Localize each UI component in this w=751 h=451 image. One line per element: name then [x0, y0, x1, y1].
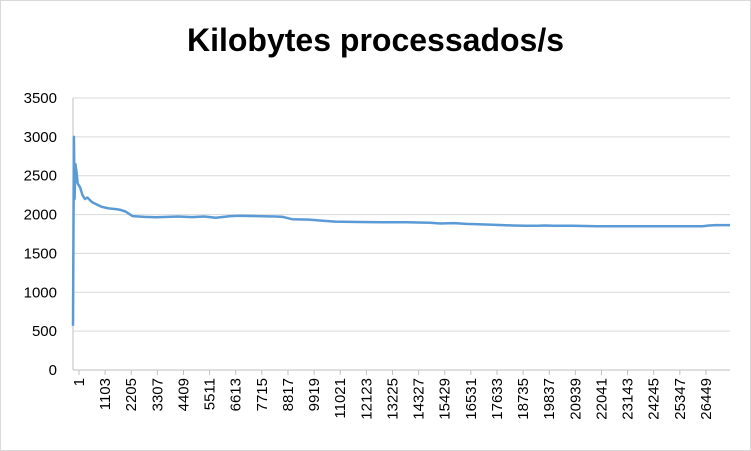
x-tick-label-3307: 3307	[149, 378, 166, 411]
x-tick-label-4409: 4409	[175, 378, 192, 411]
gridlines	[73, 97, 730, 332]
x-tick-label-22041: 22041	[593, 378, 610, 420]
x-tick-label-17633: 17633	[489, 378, 506, 420]
x-tick-label-8817: 8817	[280, 378, 297, 411]
x-axis-ticks: 1 1103 2205 3307 4409 5511 6613 7715 8817 9919 110…	[71, 370, 715, 420]
x-tick-label-6613: 6613	[228, 378, 245, 411]
x-tick-label-1103: 1103	[97, 378, 114, 410]
x-tick-label-9919: 9919	[306, 378, 323, 411]
x-tick-label-5511: 5511	[202, 378, 219, 410]
y-tick-label-1500: 1500	[24, 245, 57, 262]
x-tick-label-25347: 25347	[672, 378, 689, 420]
y-tick-label-3500: 3500	[24, 90, 57, 107]
series-lines	[71, 135, 730, 326]
y-tick-label-0: 0	[49, 362, 57, 379]
x-tick-label-24245: 24245	[646, 378, 663, 420]
y-tick-label-500: 500	[32, 323, 57, 340]
x-tick-label-26449: 26449	[698, 378, 715, 420]
x-tick-label-2205: 2205	[123, 378, 140, 411]
x-tick-label-1: 1	[71, 378, 88, 386]
x-tick-label-14327: 14327	[411, 378, 428, 420]
x-tick-label-11021: 11021	[332, 378, 349, 419]
x-tick-label-7715: 7715	[254, 378, 271, 411]
x-tick-label-19837: 19837	[541, 378, 558, 420]
y-tick-label-3000: 3000	[24, 129, 57, 146]
x-tick-label-20939: 20939	[567, 378, 584, 420]
axes	[72, 98, 730, 371]
y-tick-label-1000: 1000	[24, 284, 57, 301]
y-tick-label-2000: 2000	[24, 207, 57, 224]
x-tick-label-15429: 15429	[437, 378, 454, 420]
x-tick-label-18735: 18735	[515, 378, 532, 420]
x-tick-label-23143: 23143	[620, 378, 637, 420]
x-tick-label-16531: 16531	[463, 378, 480, 420]
y-axis-ticks: 0 500 1000 1500 2000 2500 3000 3500	[24, 90, 57, 379]
series-line-0	[71, 135, 730, 326]
chart-title: Kilobytes processados/s	[186, 22, 565, 58]
x-tick-label-12123: 12123	[358, 378, 375, 420]
y-tick-label-2500: 2500	[24, 168, 57, 185]
x-tick-label-13225: 13225	[384, 378, 401, 420]
